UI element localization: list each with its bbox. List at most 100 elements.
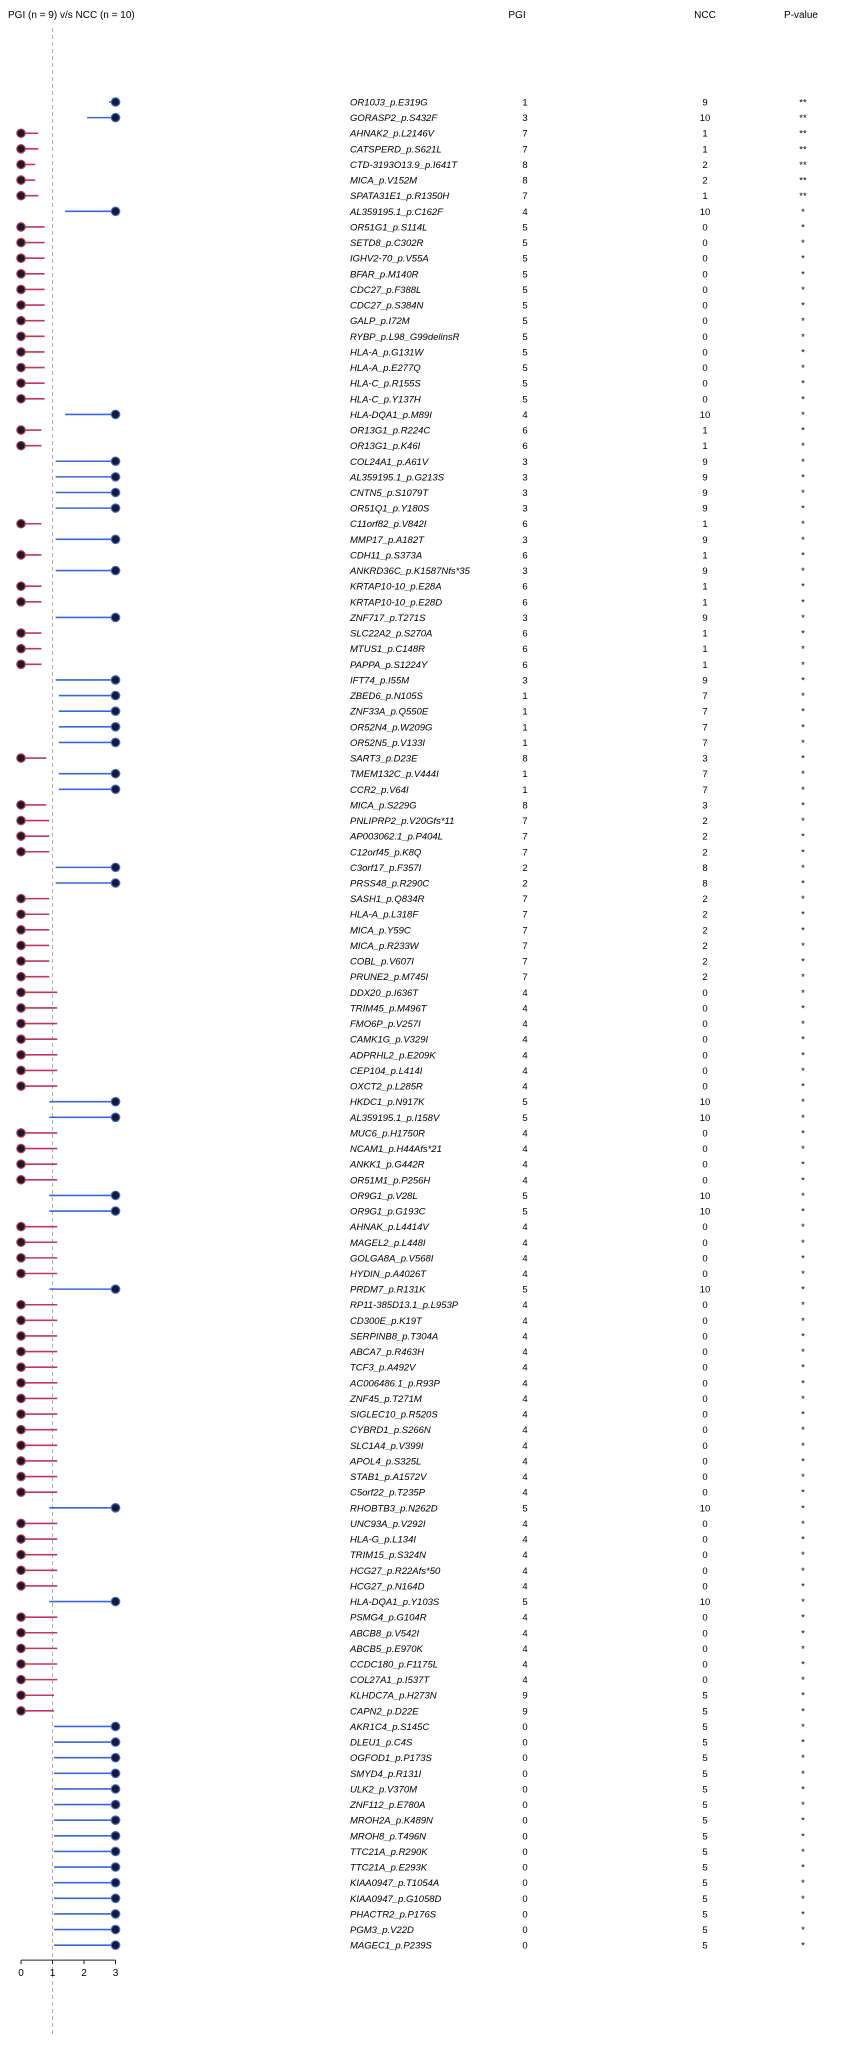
p-value-stars: * [801,1050,805,1061]
point-estimate-dot [16,1627,26,1638]
point-estimate-dot [16,846,26,857]
point-estimate-dot [16,331,26,342]
point-estimate-dot [110,1940,121,1950]
ncc-count: 0 [702,1175,707,1186]
gene-label: HCG27_p.R22Afs*50 [350,1566,441,1577]
gene-label: C12orf45_p.K8Q [350,847,422,858]
forest-row: GALP_p.I72M 5 0 * [16,315,805,327]
p-value-stars: * [801,1738,805,1749]
ncc-count: 0 [702,1394,707,1405]
ncc-count: 5 [702,1722,707,1733]
ncc-count: 0 [702,238,707,249]
ncc-count: 0 [702,254,707,265]
p-value-stars: * [801,1784,805,1795]
p-value-stars: ** [799,98,807,109]
forest-row: OR10J3_p.E319G 1 9 ** [109,97,807,109]
ncc-count: 2 [702,972,707,983]
p-value-stars: ** [799,176,807,187]
gene-label: GOLGA8A_p.V568I [350,1253,434,1264]
forest-row: CDC27_p.F388L 5 0 * [16,284,805,296]
p-value-stars: * [801,988,805,999]
ncc-count: 0 [702,1628,707,1639]
p-value-stars: * [801,410,805,421]
pgi-count: 5 [522,332,527,343]
ncc-count: 0 [702,1535,707,1546]
forest-row: C5orf22_p.T235P 4 0 * [16,1487,805,1499]
ncc-count: 9 [702,488,707,499]
point-estimate-dot [16,253,26,264]
forest-row: COL27A1_p.I537T 4 0 * [16,1674,805,1686]
p-value-stars: ** [799,191,807,202]
ncc-count: 5 [702,1847,707,1858]
p-value-stars: * [801,1519,805,1530]
gene-label: CCR2_p.V64I [350,785,409,796]
gene-label: OXCT2_p.L285R [350,1082,423,1093]
point-estimate-dot [16,1221,26,1232]
pgi-count: 7 [522,925,527,936]
gene-label: OR51M1_p.P256H [350,1175,430,1186]
pgi-count: 0 [522,1753,527,1764]
point-estimate-dot [110,1596,121,1607]
point-estimate-dot [16,300,26,310]
gene-label: TMEM132C_p.V444I [350,769,439,780]
p-value-stars: * [801,1831,805,1842]
point-estimate-dot [16,1378,26,1388]
pgi-count: 5 [522,285,527,296]
gene-label: CDC27_p.S384N [350,301,424,312]
gene-label: ZBED6_p.N105S [349,691,424,702]
p-value-stars: * [801,488,805,499]
p-value-stars: * [801,863,805,874]
gene-label: HYDIN_p.A4026T [350,1269,427,1280]
forest-row: FMO6P_p.V257I 4 0 * [16,1018,805,1030]
ncc-count: 0 [702,363,707,374]
p-value-stars: * [801,1613,805,1624]
forest-row: AKR1C4_p.S145C 0 5 * [54,1721,805,1733]
point-estimate-dot [110,737,121,748]
forest-row: CYBRD1_p.S266N 4 0 * [16,1424,805,1436]
p-value-stars: * [801,847,805,858]
forest-row: OR51G1_p.S114L 5 0 * [16,222,805,233]
forest-row: MICA_p.S229G 8 3 * [16,800,805,811]
p-value-stars: * [801,1035,805,1046]
point-estimate-dot [110,1862,121,1872]
gene-label: HKDC1_p.N917K [350,1097,425,1108]
forest-row: MUC6_p.H1750R 4 0 * [16,1128,805,1139]
forest-row: ZNF45_p.T271M 4 0 * [16,1393,805,1405]
forest-row: CDH11_p.S373A 6 1 * [16,550,805,561]
pgi-count: 5 [522,316,527,327]
forest-row: HLA-A_p.L318F 7 2 * [16,909,805,921]
gene-label: HLA-A_p.G131W [350,347,424,358]
point-estimate-dot [16,1065,26,1076]
gene-label: CEP104_p.L414I [350,1066,423,1077]
pgi-count: 4 [522,1175,527,1186]
point-estimate-dot [110,1909,121,1919]
pgi-count: 7 [522,144,527,155]
gene-label: IFT74_p.I55M [350,675,409,686]
forest-row: SPATA31E1_p.R1350H 7 1 ** [16,190,807,202]
gene-label: SPATA31E1_p.R1350H [350,191,449,202]
pgi-count: 4 [522,410,527,421]
ncc-count: 2 [702,910,707,921]
point-estimate-dot [16,1237,26,1248]
p-value-stars: * [801,1566,805,1577]
forest-row: SLC22A2_p.S270A 6 1 * [16,628,805,640]
ncc-count: 5 [702,1769,707,1780]
p-value-stars: * [801,629,805,640]
p-value-stars: * [801,472,805,483]
p-value-stars: * [801,769,805,780]
p-value-stars: * [801,910,805,921]
pgi-count: 8 [522,800,527,811]
gene-label: ZNF45_p.T271M [349,1394,422,1405]
pgi-count: 4 [522,1300,527,1311]
pgi-count: 5 [522,1097,527,1108]
ncc-count: 0 [702,1566,707,1577]
gene-label: MICA_p.R233W [350,941,420,952]
forest-row: OR13G1_p.R224C 6 1 * [16,425,805,437]
forest-row: HKDC1_p.N917K 5 10 * [49,1096,805,1108]
p-value-stars: * [801,1113,805,1124]
forest-row: MROH8_p.T496N 0 5 * [54,1831,805,1842]
pgi-count: 7 [522,941,527,952]
gene-label: CAMK1G_p.V329I [350,1035,429,1046]
ncc-count: 0 [702,1472,707,1483]
gene-label: MMP17_p.A182T [350,535,425,546]
